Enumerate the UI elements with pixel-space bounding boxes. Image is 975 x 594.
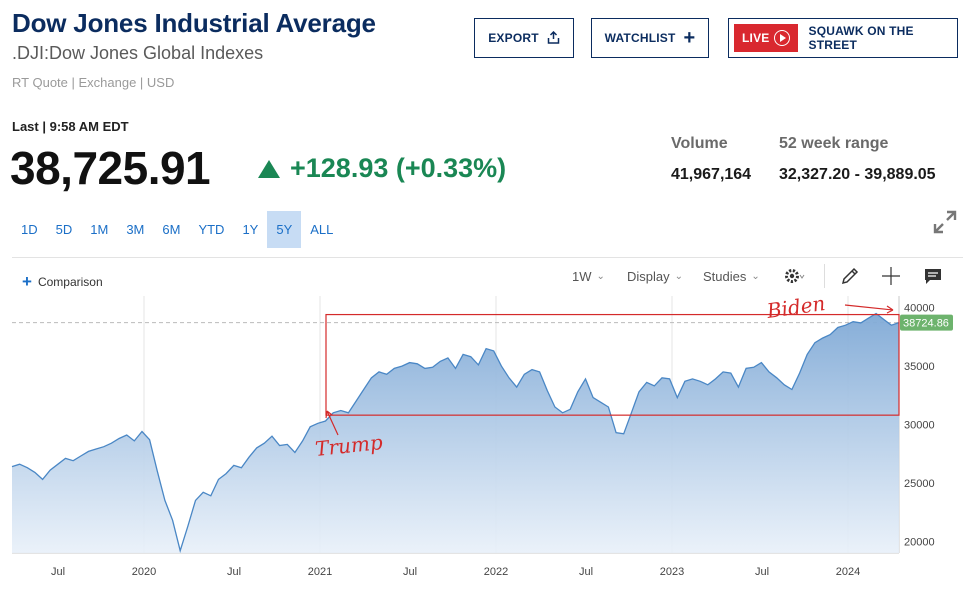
export-label: EXPORT	[488, 31, 539, 45]
index-subtitle: .DJI:Dow Jones Global Indexes	[12, 43, 264, 63]
range-tab-5y[interactable]: 5Y	[267, 211, 302, 248]
price-area	[12, 313, 899, 553]
last-price: 38,725.91	[10, 142, 211, 194]
time-range-tabs: 1D 5D 1M 3M 6M YTD 1Y 5Y ALL	[12, 211, 342, 248]
crosshair-icon[interactable]	[880, 265, 902, 287]
range-tab-1y[interactable]: 1Y	[242, 222, 259, 237]
x-tick-label: 2022	[484, 566, 508, 578]
interval-label: 1W	[572, 269, 592, 284]
quote-info: RT Quote | Exchange | USD	[12, 75, 175, 90]
display-select[interactable]: Display ⌄	[627, 269, 683, 284]
x-tick-label: Jul	[579, 566, 593, 578]
y-tick-label: 40000	[904, 303, 935, 315]
display-label: Display	[627, 269, 670, 284]
live-stream-label: SQUAWK ON THE STREET	[808, 24, 914, 52]
x-tick-label: 2020	[132, 566, 156, 578]
pencil-icon[interactable]	[839, 265, 861, 287]
range-value: 32,327.20 - 39,889.05	[779, 166, 936, 183]
studies-select[interactable]: Studies ⌄	[703, 269, 760, 284]
chevron-down-icon: ⌄	[596, 271, 605, 282]
range-tab-6m[interactable]: 6M	[162, 222, 181, 237]
gear-icon[interactable]	[783, 265, 805, 287]
range-tab-5d[interactable]: 5D	[55, 222, 73, 237]
share-icon	[547, 30, 560, 46]
x-tick-label: 2024	[836, 566, 860, 578]
x-tick-label: Jul	[755, 566, 769, 578]
watchlist-label: WATCHLIST	[604, 31, 676, 45]
y-tick-label: 25000	[904, 478, 935, 490]
price-change: +128.93 (+0.33%)	[258, 153, 506, 184]
toolbar-separator	[824, 264, 825, 288]
x-tick-label: Jul	[51, 566, 65, 578]
studies-label: Studies	[703, 269, 747, 284]
live-badge: LIVE	[734, 24, 799, 52]
volume-value: 41,967,164	[671, 166, 752, 183]
range-label: 52 week range	[779, 135, 889, 152]
x-tick-label: Jul	[227, 566, 241, 578]
page-title: Dow Jones Industrial Average	[12, 8, 376, 38]
comparison-button[interactable]: + Comparison	[22, 272, 103, 292]
live-badge-text: LIVE	[742, 31, 770, 45]
plus-icon: +	[683, 27, 696, 49]
x-tick-label: Jul	[403, 566, 417, 578]
toolbar-divider	[12, 257, 963, 258]
y-tick-label: 20000	[904, 536, 935, 548]
last-updated: Last | 9:58 AM EDT	[12, 119, 129, 134]
chevron-down-icon: ⌄	[674, 271, 684, 282]
export-button[interactable]: EXPORT	[474, 18, 574, 58]
x-axis-labels: Jul 2020 Jul 2021 Jul 2022 Jul 2023 Jul 2024	[51, 566, 860, 578]
x-tick-label: 2023	[660, 566, 684, 578]
current-value-badge	[900, 314, 953, 331]
range-tab-1m[interactable]: 1M	[90, 222, 109, 237]
range-tab-all[interactable]: ALL	[310, 222, 334, 237]
range-tab-3m[interactable]: 3M	[126, 222, 145, 237]
watchlist-button[interactable]: WATCHLIST +	[591, 18, 709, 58]
x-tick-label: 2021	[308, 566, 332, 578]
chevron-down-icon: ⌄	[751, 271, 760, 282]
y-tick-label: 30000	[904, 420, 935, 432]
biden-arrow	[844, 304, 894, 314]
current-value-label: 38724.86	[903, 318, 949, 330]
interval-select[interactable]: 1W ⌄	[572, 269, 605, 284]
range-tab-ytd[interactable]: YTD	[198, 222, 225, 237]
volume-label: Volume	[671, 135, 728, 152]
gain-box	[325, 313, 900, 416]
live-stream-button[interactable]: LIVE SQUAWK ON THE STREET	[728, 18, 958, 58]
plus-icon: +	[22, 272, 32, 291]
comparison-label: Comparison	[37, 275, 103, 289]
up-arrow-icon	[258, 159, 280, 178]
biden-annotation: Biden	[764, 291, 826, 323]
expand-icon[interactable]	[932, 209, 958, 235]
y-axis-labels: 40000 35000 30000 25000 20000 38724.86	[900, 303, 953, 548]
comment-icon[interactable]	[922, 265, 944, 287]
range-tab-1d[interactable]: 1D	[21, 222, 38, 237]
trump-arrow	[325, 410, 339, 436]
price-line	[11, 312, 900, 554]
price-change-value: +128.93 (+0.33%)	[290, 153, 507, 183]
y-tick-label: 35000	[904, 361, 935, 373]
price-chart[interactable]: Jul 2020 Jul 2021 Jul 2022 Jul 2023 Jul 2024 4000…	[0, 290, 975, 594]
play-icon	[774, 30, 791, 46]
